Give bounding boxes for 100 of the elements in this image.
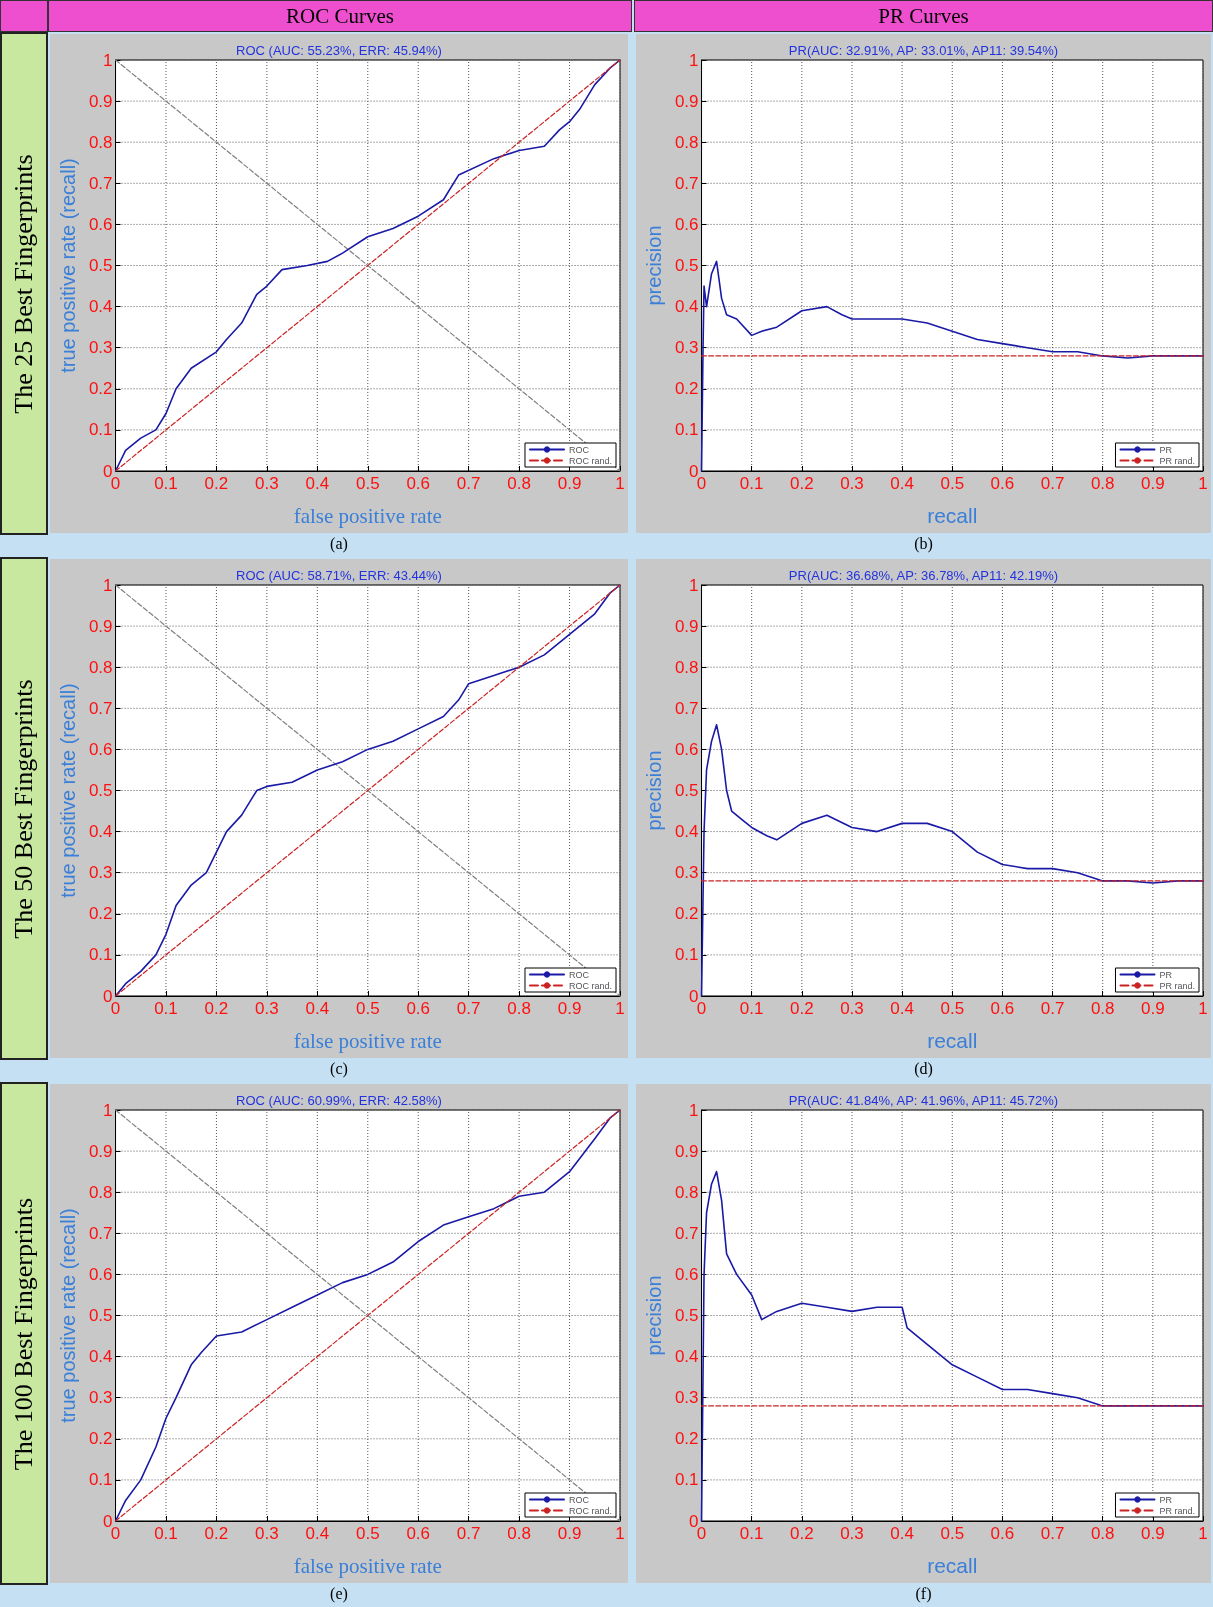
- x-tick-label: 0.2: [790, 474, 814, 493]
- y-tick-label: 0.7: [88, 1223, 113, 1243]
- x-tick-label: 0.5: [355, 1524, 380, 1543]
- x-tick-label: 0.9: [1141, 999, 1165, 1018]
- x-tick-label: 0.8: [507, 1524, 531, 1543]
- text: ROC Curves: [48, 0, 632, 32]
- x-tick-label: 0.2: [204, 999, 229, 1018]
- y-tick-label: 0.2: [88, 904, 113, 924]
- x-tick-label: 1: [1198, 999, 1208, 1018]
- x-tick-label: 0.5: [940, 1524, 965, 1543]
- x-tick-label: 0.4: [305, 1524, 330, 1543]
- x-tick-label: 0.3: [255, 1524, 279, 1543]
- x-tick-label: 0.1: [739, 1524, 764, 1543]
- x-tick-label: 0.5: [940, 474, 965, 493]
- x-tick-label: 0.9: [557, 474, 582, 493]
- x-tick-label: 0.4: [305, 999, 330, 1018]
- y-tick-label: 0.3: [674, 1388, 699, 1408]
- x-tick-label: 0.5: [940, 999, 965, 1018]
- legend-label: ROC rand.: [568, 980, 612, 991]
- x-tick-label: 0.8: [507, 474, 531, 493]
- y-tick-label: 0.5: [674, 256, 699, 275]
- y-tick-label: 1: [689, 575, 699, 595]
- x-tick-label: 0.8: [1090, 1524, 1115, 1543]
- x-axis-title: false positive rate: [293, 1553, 442, 1578]
- y-tick-label: 1: [689, 50, 699, 70]
- x-tick-label: 0.7: [456, 999, 481, 1018]
- y-tick-label: 0.3: [88, 1388, 113, 1408]
- x-axis-title: recall: [927, 504, 978, 527]
- y-tick-label: 0.7: [674, 698, 699, 718]
- text: (d): [913, 1060, 934, 1080]
- x-axis-title: false positive rate: [293, 503, 442, 528]
- chart-title: ROC (AUC: 55.23%, ERR: 45.94%): [236, 43, 442, 58]
- x-tick-label: 0.7: [456, 1524, 481, 1543]
- x-tick-label: 0.2: [204, 474, 229, 493]
- x-tick-label: 0.6: [990, 474, 1015, 493]
- x-tick-label: 0.3: [255, 474, 279, 493]
- y-axis-title: true positive rate (recall): [57, 158, 79, 373]
- chart-title: ROC (AUC: 58.71%, ERR: 43.44%): [236, 568, 442, 583]
- y-tick-label: 0.6: [88, 1264, 113, 1284]
- y-tick-label: 0.7: [88, 698, 113, 718]
- y-tick-label: 0.6: [674, 1264, 699, 1284]
- x-tick-label: 0.1: [154, 474, 178, 493]
- y-axis-title: precision: [643, 1275, 665, 1356]
- x-tick-label: 0.9: [1141, 474, 1165, 493]
- y-axis-title: precision: [643, 225, 665, 306]
- x-tick-label: 0.7: [456, 474, 481, 493]
- x-axis-title: recall: [927, 1554, 978, 1577]
- y-tick-label: 0.5: [674, 1306, 699, 1325]
- y-tick-label: 1: [689, 1100, 699, 1120]
- y-tick-label: 0.3: [88, 863, 113, 883]
- text: (f): [914, 1585, 933, 1604]
- y-tick-label: 0.3: [88, 338, 113, 358]
- text: PR Curves: [634, 0, 1213, 32]
- x-tick-label: 0.4: [890, 999, 914, 1018]
- y-tick-label: 0.4: [674, 297, 699, 317]
- legend-label: PR rand.: [1159, 455, 1196, 466]
- y-tick-label: 0.1: [88, 945, 113, 965]
- y-tick-label: 0.7: [88, 173, 113, 193]
- y-tick-label: 0.3: [674, 338, 699, 358]
- y-tick-label: 0.1: [674, 420, 699, 440]
- y-tick-label: 0.1: [88, 1470, 113, 1490]
- y-tick-label: 0.2: [88, 379, 113, 399]
- x-tick-label: 0.2: [790, 1524, 814, 1543]
- text: (e): [329, 1585, 349, 1605]
- y-tick-label: 0.8: [674, 657, 699, 677]
- text: (a): [329, 535, 349, 555]
- y-tick-label: 0.5: [674, 781, 699, 800]
- y-tick-label: 0.6: [674, 214, 699, 234]
- x-tick-label: 0.9: [557, 1524, 582, 1543]
- legend-label: PR: [1159, 969, 1173, 980]
- x-tick-label: 0.6: [406, 1524, 431, 1543]
- y-tick-label: 0.8: [674, 1182, 699, 1202]
- x-tick-label: 0.7: [1040, 999, 1065, 1018]
- text: The 50 Best Fingerprints: [9, 678, 39, 939]
- y-tick-label: 0.2: [674, 904, 699, 924]
- y-tick-label: 0.8: [88, 657, 113, 677]
- y-tick-label: 0.5: [88, 256, 113, 275]
- x-tick-label: 0.4: [305, 474, 330, 493]
- y-tick-label: 0.9: [88, 1141, 113, 1161]
- y-tick-label: 0.2: [674, 1429, 699, 1449]
- x-tick-label: 0.1: [739, 474, 764, 493]
- y-tick-label: 0.9: [88, 616, 113, 636]
- x-tick-label: 0.1: [154, 999, 178, 1018]
- x-tick-label: 0.3: [840, 474, 864, 493]
- x-tick-label: 0.6: [990, 1524, 1015, 1543]
- x-tick-label: 1: [615, 474, 625, 493]
- y-tick-label: 0.5: [88, 1306, 113, 1325]
- y-axis-title: precision: [643, 750, 665, 831]
- chart-title: PR(AUC: 36.68%, AP: 36.78%, AP11: 42.19%): [788, 568, 1059, 583]
- y-tick-label: 1: [103, 1100, 113, 1120]
- x-tick-label: 0.6: [406, 474, 431, 493]
- y-tick-label: 0.9: [88, 91, 113, 111]
- x-tick-label: 0.8: [507, 999, 531, 1018]
- x-tick-label: 0.9: [1141, 1524, 1165, 1543]
- y-tick-label: 0.8: [674, 132, 699, 152]
- y-tick-label: 0.7: [674, 1223, 699, 1243]
- y-tick-label: 0.4: [88, 297, 113, 317]
- y-tick-label: 0.2: [674, 379, 699, 399]
- legend-label: ROC rand.: [568, 1505, 612, 1516]
- x-tick-label: 0.9: [557, 999, 582, 1018]
